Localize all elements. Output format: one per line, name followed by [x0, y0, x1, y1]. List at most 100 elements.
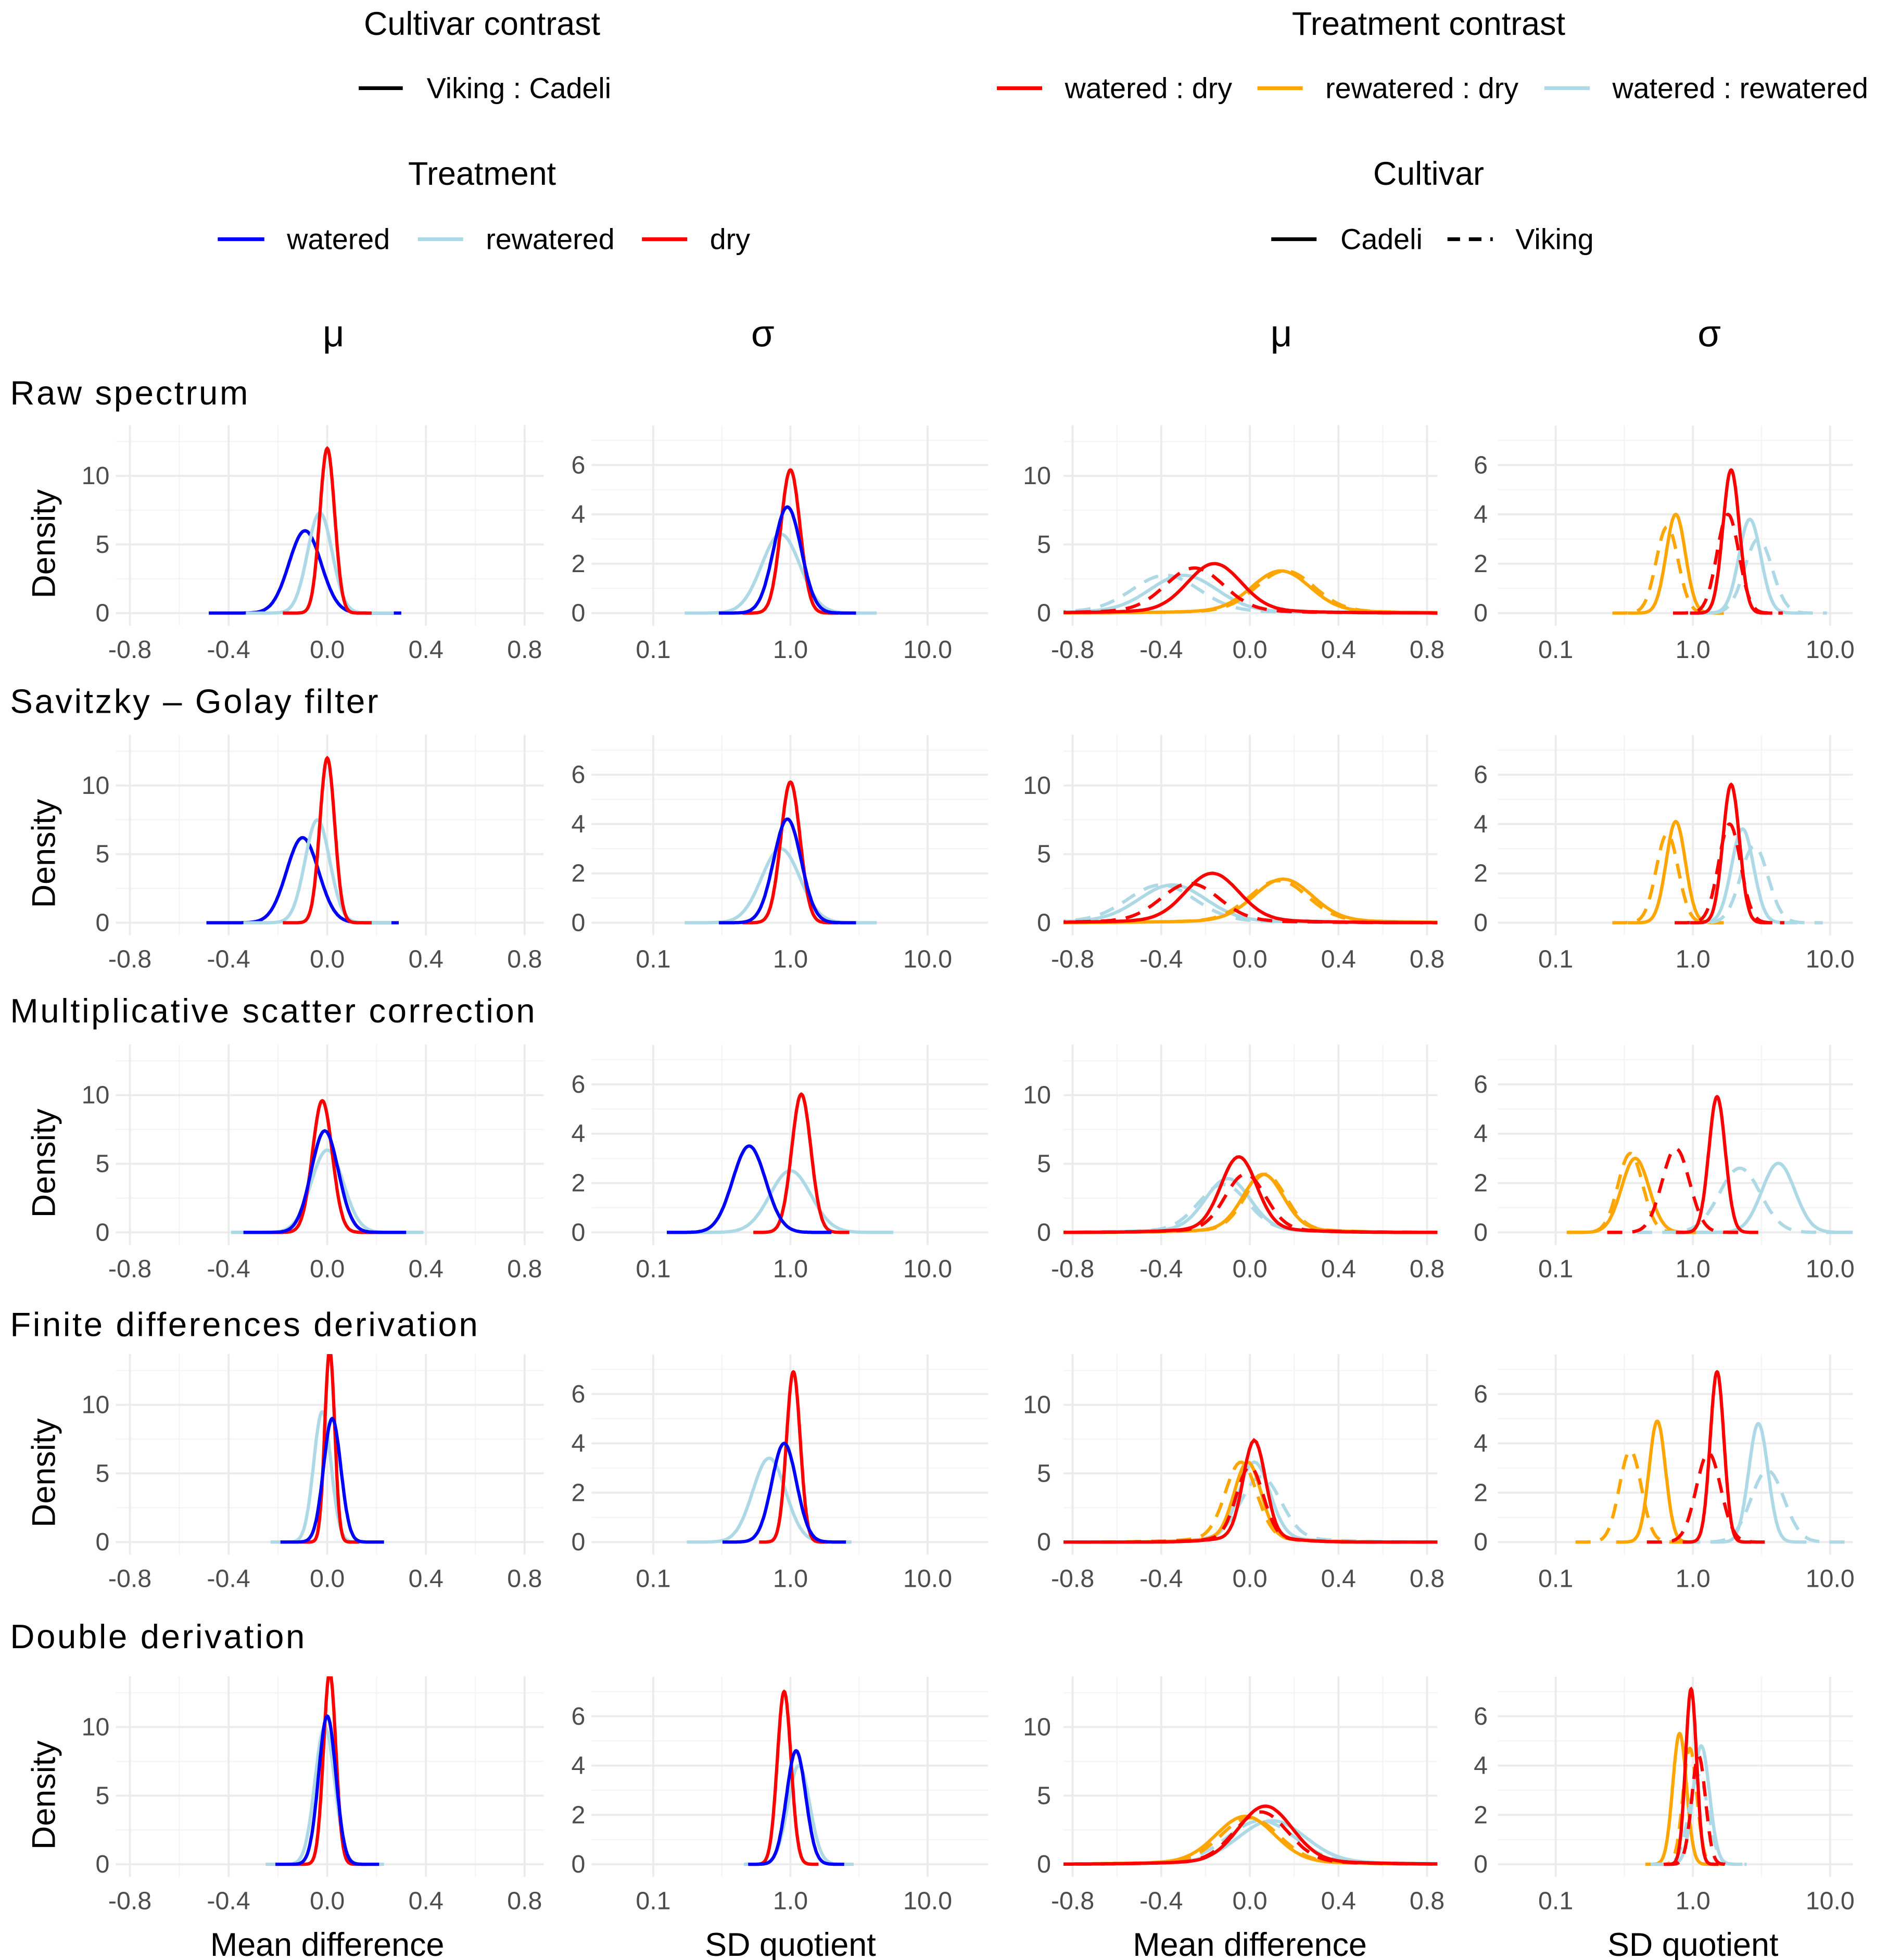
x-tick-label: 0.4 — [409, 636, 444, 664]
panel-r2-c4: 0 2 4 6 0.1 1.0 10.0 — [1474, 735, 1855, 973]
x-axis-title-col1: Mean difference — [210, 1927, 445, 1960]
density-curve-watered-dry-viking — [1063, 1172, 1438, 1234]
x-tick-label: 10.0 — [903, 1564, 952, 1592]
x-tick-label: 10.0 — [903, 945, 952, 973]
y-tick-label: 6 — [571, 1070, 585, 1098]
x-tick-label: 0.0 — [310, 1564, 345, 1592]
x-tick-label: 0.8 — [507, 636, 542, 664]
row-title: Multiplicative scatter correction — [10, 992, 537, 1030]
legend-label-watered-dry: watered : dry — [1065, 72, 1233, 104]
curves — [265, 1676, 384, 1866]
y-tick-label: 10 — [1023, 1713, 1051, 1741]
curves — [685, 468, 877, 615]
curves — [1063, 562, 1438, 615]
x-tick-label: 0.1 — [636, 1255, 670, 1283]
density-curve-rewatered — [685, 847, 877, 925]
curves — [1566, 1095, 1853, 1234]
legend-label-rewatered: rewatered — [486, 223, 614, 256]
curves — [685, 780, 877, 925]
x-tick-label: 0.1 — [636, 1564, 670, 1592]
x-tick-label: 0.4 — [409, 1564, 444, 1592]
x-tick-label: 0.4 — [1321, 1255, 1356, 1283]
density-curve-watered — [243, 1129, 407, 1234]
y-tick-label: 5 — [1037, 1459, 1051, 1487]
density-curve-watered-dry-viking — [1063, 881, 1438, 925]
density-curve-watered-rewatered-cadeli — [1695, 517, 1805, 615]
density-curve-dry — [263, 1098, 382, 1234]
panel-r4-c3: 0 5 10 -0.8 -0.4 0.0 0.4 0.8 — [1023, 1354, 1444, 1592]
legend-title-cultivar-contrast: Cultivar contrast — [364, 6, 600, 42]
density-curve-dry — [283, 755, 372, 925]
y-tick-label: 2 — [1474, 1169, 1488, 1197]
x-tick-label: 1.0 — [773, 1255, 808, 1283]
x-tick-label: 10.0 — [903, 636, 952, 664]
legend-label-watered-rewatered: watered : rewatered — [1612, 72, 1868, 104]
curves — [1063, 871, 1438, 925]
panel-row-1: Raw spectrum Density 0 5 10 -0.8 -0.4 0.0 0.4 0.8… — [10, 374, 1854, 664]
density-curve-watered — [280, 1417, 384, 1544]
curves — [1063, 1804, 1438, 1866]
curves — [1063, 1438, 1438, 1544]
y-tick-label: 4 — [571, 1430, 585, 1458]
panel-r1-c3: 0 5 10 -0.8 -0.4 0.0 0.4 0.8 — [1023, 425, 1444, 664]
density-curve-watered-dry-viking — [1673, 512, 1783, 615]
panel-row-4: Finite differences derivation Density 0 5 10… — [10, 1305, 1854, 1592]
x-tick-label: -0.8 — [108, 1887, 151, 1915]
y-tick-label: 5 — [1037, 530, 1051, 559]
x-tick-label: -0.4 — [207, 1564, 250, 1592]
x-tick-label: 10.0 — [903, 1255, 952, 1283]
y-tick-label: 10 — [82, 462, 110, 490]
density-curve-rewatered-dry-cadeli — [1627, 819, 1724, 925]
y-tick-label: 0 — [1474, 1218, 1488, 1246]
y-axis-title: Density — [26, 1108, 62, 1218]
y-tick-label: 4 — [1474, 500, 1488, 528]
x-tick-label: 0.4 — [409, 1887, 444, 1915]
x-tick-label: -0.4 — [1139, 1255, 1183, 1283]
y-tick-label: 5 — [95, 840, 109, 868]
y-tick-label: 0 — [1474, 1850, 1488, 1878]
density-curve-watered — [748, 1749, 844, 1866]
y-tick-label: 6 — [571, 761, 585, 789]
row-title: Finite differences derivation — [10, 1305, 479, 1343]
y-tick-label: 0 — [1474, 599, 1488, 627]
x-tick-label: 0.0 — [310, 945, 345, 973]
x-tick-label: 0.8 — [1410, 1255, 1444, 1283]
panel-r3-c1: 0 5 10 -0.8 -0.4 0.0 0.4 0.8 — [82, 1044, 544, 1283]
density-curve-dry — [300, 1354, 360, 1544]
y-tick-label: 4 — [1474, 1430, 1488, 1458]
density-curve-watered-rewatered-viking — [1063, 1819, 1438, 1866]
row-title: Savitzky – Golay filter — [10, 682, 380, 720]
y-tick-label: 10 — [1023, 1391, 1051, 1419]
legend-label-cadeli: Cadeli — [1340, 223, 1423, 256]
y-tick-label: 6 — [571, 1702, 585, 1730]
x-axis-title-col2: SD quotient — [705, 1927, 876, 1960]
column-headers: μ σ μ σ — [323, 312, 1721, 355]
density-curve-watered-dry-viking — [1607, 1147, 1745, 1234]
x-tick-label: 0.1 — [1538, 636, 1573, 664]
y-tick-label: 0 — [1037, 599, 1051, 627]
x-tick-label: -0.4 — [207, 636, 250, 664]
legend-label-dry: dry — [710, 223, 750, 256]
density-curve-dry — [753, 1092, 850, 1234]
x-tick-label: -0.4 — [1139, 1564, 1183, 1592]
density-curve-watered-dry-cadeli — [1676, 1095, 1758, 1234]
panel-r5-c1: 0 5 10 -0.8 -0.4 0.0 0.4 0.8 — [82, 1676, 544, 1915]
curves — [667, 1092, 894, 1234]
panel-row-3: Multiplicative scatter correction Density… — [10, 992, 1854, 1283]
density-curve-watered — [275, 1714, 379, 1866]
y-tick-label: 10 — [82, 1081, 110, 1109]
density-curve-watered-dry-viking — [1664, 1754, 1733, 1866]
density-curve-watered-rewatered-viking — [1637, 1166, 1843, 1234]
x-tick-label: -0.8 — [108, 636, 151, 664]
x-tick-label: 0.8 — [1410, 1887, 1444, 1915]
x-tick-label: 1.0 — [1676, 1887, 1710, 1915]
x-tick-label: 0.1 — [636, 1887, 670, 1915]
panel-r1-c1: 0 5 10 -0.8 -0.4 0.0 0.4 0.8 — [82, 425, 544, 664]
x-tick-label: -0.4 — [1139, 945, 1183, 973]
x-tick-label: -0.8 — [1051, 636, 1094, 664]
density-curve-dry — [283, 446, 372, 615]
density-curve-dry — [759, 1370, 828, 1544]
y-tick-label: 0 — [1037, 1528, 1051, 1556]
x-tick-label: -0.4 — [207, 945, 250, 973]
